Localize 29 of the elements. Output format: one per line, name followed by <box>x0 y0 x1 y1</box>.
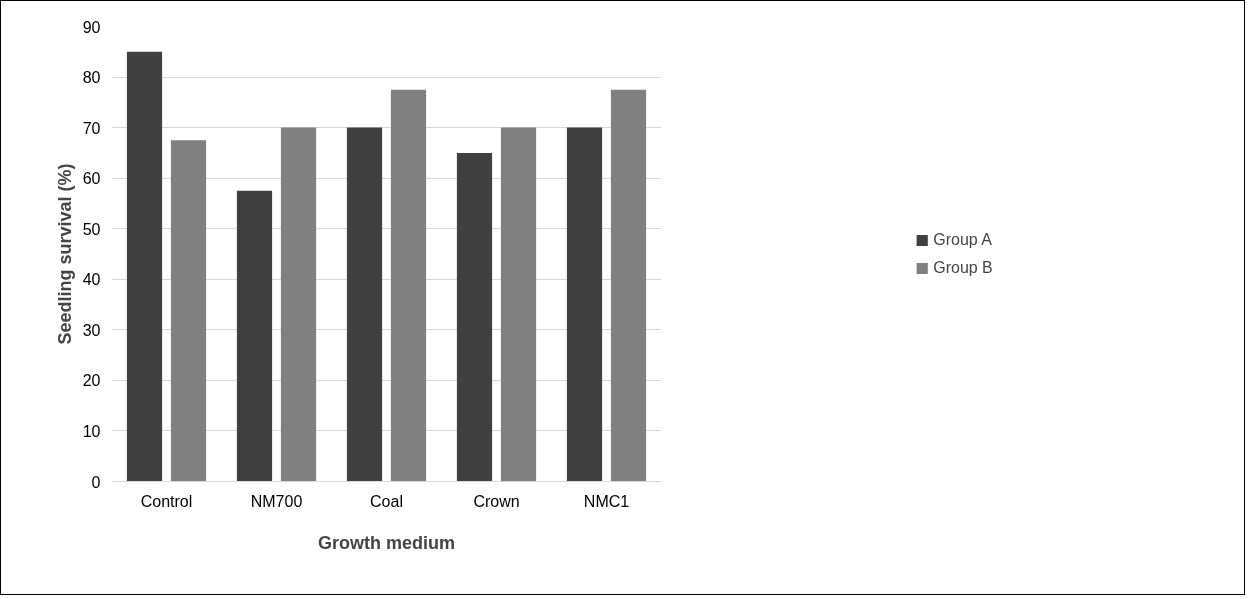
bar <box>456 152 493 482</box>
bar <box>390 89 427 482</box>
bar <box>126 51 163 482</box>
bar <box>566 127 603 482</box>
y-tick-label: 10 <box>82 422 101 440</box>
y-tick-label: 80 <box>82 69 101 87</box>
legend-label: Group A <box>933 230 992 249</box>
y-tick-label: 70 <box>82 119 101 137</box>
x-tick-label: NM700 <box>250 492 303 510</box>
y-axis-title: Seedling survival (%) <box>54 163 75 345</box>
y-tick-label: 30 <box>82 321 101 339</box>
y-tick-label: 20 <box>82 372 101 390</box>
bar <box>280 127 317 482</box>
bar <box>500 127 537 482</box>
bar <box>610 89 647 482</box>
bar <box>346 127 383 482</box>
bar <box>170 140 207 482</box>
x-tick-label: Crown <box>473 492 520 510</box>
y-tick-label: 50 <box>82 220 101 238</box>
y-tick-label: 40 <box>82 271 101 289</box>
x-tick-label: Coal <box>370 492 403 510</box>
legend-label: Group B <box>933 258 993 277</box>
y-tick-label: 0 <box>91 473 101 491</box>
x-axis-title: Growth medium <box>318 532 456 553</box>
x-tick-label: NMC1 <box>583 492 630 510</box>
x-tick-label: Control <box>140 492 193 510</box>
y-tick-label: 90 <box>82 18 101 36</box>
bar <box>236 190 273 482</box>
y-tick-label: 60 <box>82 170 101 188</box>
